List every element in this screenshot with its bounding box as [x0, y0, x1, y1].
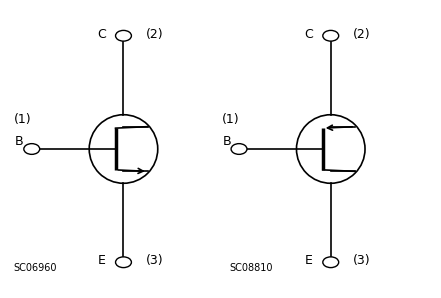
Circle shape	[323, 257, 339, 268]
Text: SC08810: SC08810	[229, 263, 273, 273]
Text: (2): (2)	[353, 28, 370, 41]
Text: (3): (3)	[146, 254, 163, 267]
Text: C: C	[97, 28, 106, 41]
Text: E: E	[98, 254, 106, 267]
Text: (2): (2)	[146, 28, 163, 41]
Text: (1): (1)	[14, 113, 32, 126]
Circle shape	[24, 144, 40, 154]
Text: (1): (1)	[221, 113, 239, 126]
Text: B: B	[222, 135, 231, 148]
Circle shape	[116, 257, 131, 268]
Text: B: B	[15, 135, 24, 148]
Text: C: C	[304, 28, 313, 41]
Text: (3): (3)	[353, 254, 370, 267]
Circle shape	[116, 30, 131, 41]
Text: SC06960: SC06960	[13, 263, 57, 273]
Circle shape	[231, 144, 247, 154]
Circle shape	[323, 30, 339, 41]
Text: E: E	[305, 254, 313, 267]
